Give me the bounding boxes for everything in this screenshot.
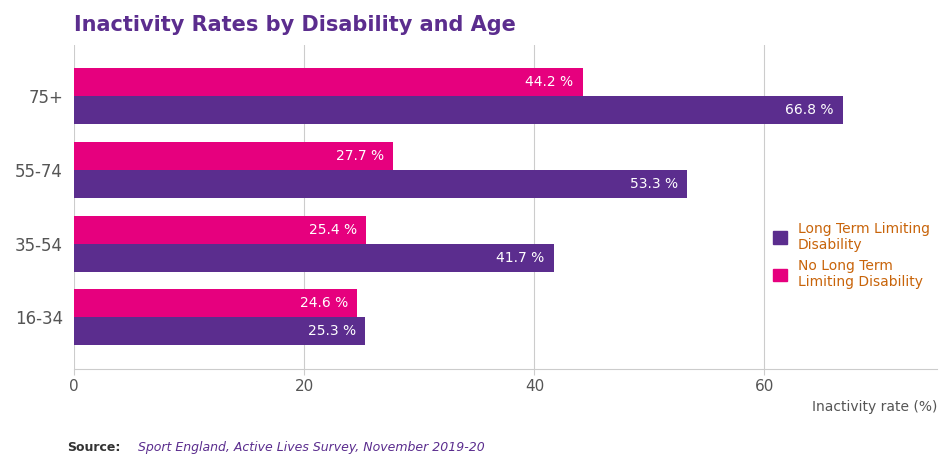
Bar — [74, 68, 583, 96]
Bar — [74, 142, 393, 170]
Bar — [74, 170, 687, 198]
Text: 66.8 %: 66.8 % — [785, 103, 833, 118]
Text: 41.7 %: 41.7 % — [497, 251, 545, 265]
Text: Sport England, Active Lives Survey, November 2019-20: Sport England, Active Lives Survey, Nove… — [138, 441, 485, 454]
Text: Source:: Source: — [67, 441, 120, 454]
Bar — [74, 317, 366, 345]
Text: 25.4 %: 25.4 % — [309, 223, 357, 236]
Bar — [74, 96, 843, 124]
Text: Inactivity Rates by Disability and Age: Inactivity Rates by Disability and Age — [74, 15, 516, 35]
Text: 24.6 %: 24.6 % — [300, 296, 348, 310]
Text: 25.3 %: 25.3 % — [307, 324, 356, 338]
Bar — [74, 289, 357, 317]
Text: 44.2 %: 44.2 % — [526, 76, 573, 89]
Legend: Long Term Limiting
Disability, No Long Term
Limiting Disability: Long Term Limiting Disability, No Long T… — [773, 222, 930, 289]
Text: 27.7 %: 27.7 % — [335, 149, 384, 163]
Bar — [74, 216, 367, 243]
Bar — [74, 243, 554, 272]
X-axis label: Inactivity rate (%): Inactivity rate (%) — [812, 400, 937, 414]
Text: 53.3 %: 53.3 % — [630, 177, 678, 191]
